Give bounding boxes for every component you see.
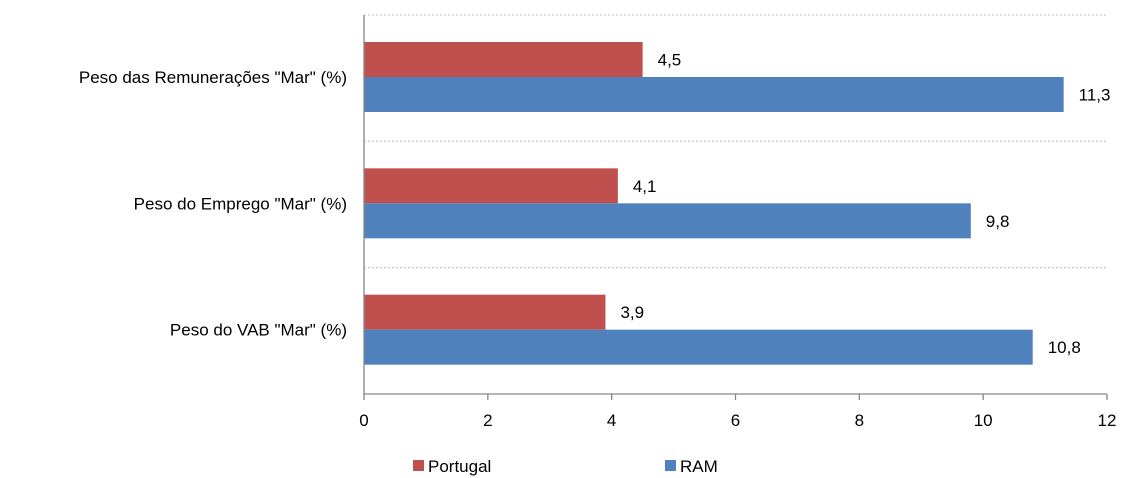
data-label: 10,8 [1048, 338, 1081, 357]
category-label: Peso do VAB "Mar" (%) [170, 321, 347, 340]
data-label: 9,8 [986, 212, 1010, 231]
bar-ram-1 [364, 77, 1064, 112]
data-label: 4,1 [633, 177, 657, 196]
labels: 4,5 11,3 Peso das Remunerações "Mar" (%) 4,… [79, 51, 1111, 358]
legend: Portugal RAM [413, 457, 718, 476]
bars [364, 42, 1064, 365]
legend-label: RAM [680, 457, 718, 476]
axes: 0 2 4 6 8 10 12 [359, 15, 1116, 430]
x-tick-label: 0 [359, 411, 368, 430]
category-label: Peso das Remunerações "Mar" (%) [79, 68, 347, 87]
x-tick-label: 2 [483, 411, 492, 430]
data-label: 4,5 [658, 51, 682, 70]
category-label: Peso do Emprego "Mar" (%) [134, 194, 347, 213]
x-tick-label: 6 [731, 411, 740, 430]
bar-portugal-2 [364, 168, 618, 204]
legend-swatch-portugal [413, 460, 424, 471]
legend-label: Portugal [428, 457, 491, 476]
x-tick-label: 4 [607, 411, 616, 430]
x-tick-label: 8 [855, 411, 864, 430]
data-label: 3,9 [620, 303, 644, 322]
data-label: 11,3 [1079, 86, 1111, 105]
legend-swatch-ram [665, 460, 676, 471]
x-tick-label: 10 [974, 411, 993, 430]
x-tick-label: 12 [1098, 411, 1117, 430]
bar-portugal-3 [364, 294, 606, 330]
bar-ram-2 [364, 203, 971, 239]
bar-portugal-1 [364, 42, 643, 77]
bar-ram-3 [364, 329, 1033, 365]
